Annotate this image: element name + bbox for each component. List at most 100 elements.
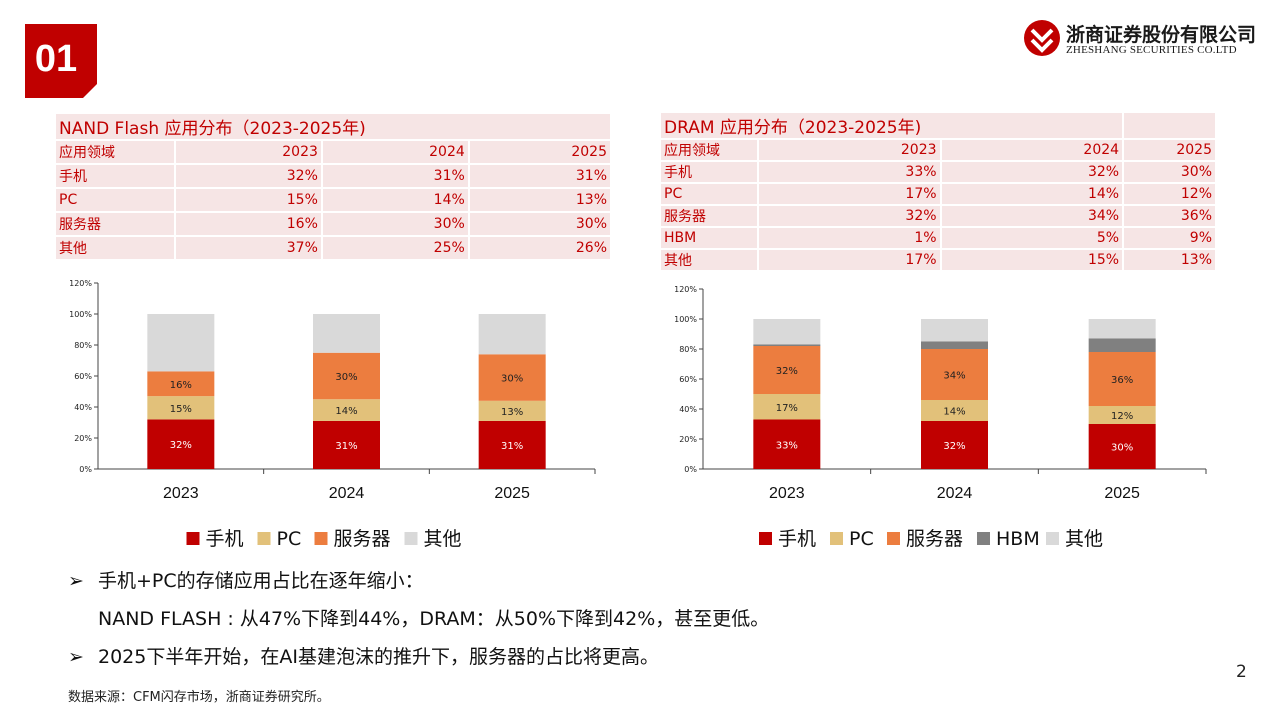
legend-label: 服务器 (906, 528, 963, 550)
table-header-cell: 应用领域 (661, 140, 759, 162)
data-source-note: 数据来源：CFM闪存市场，浙商证券研究所。 (68, 690, 330, 705)
nand-stacked-bar-chart: 0% 20% 40% 60% 80% 100% 120% 32% 15% 16% 2023 31% 14… (69, 279, 596, 550)
legend-swatch (257, 532, 271, 545)
table-cell: PC (661, 184, 759, 206)
table-cell: 36% (1124, 206, 1215, 228)
bullet-text: 2025下半年开始，在AI基建泡沫的推升下，服务器的占比将更高。 (98, 646, 659, 668)
bar-segment (1088, 424, 1156, 469)
legend-label: PC (277, 528, 302, 550)
nand-table-title: NAND Flash 应用分布（2023-2025年) (56, 114, 610, 141)
y-tick-label: 120% (674, 285, 697, 294)
bar-segment (1088, 406, 1156, 424)
bar-data-label: 33% (776, 440, 798, 451)
legend-label: PC (849, 528, 874, 550)
bar-segment (478, 354, 546, 401)
x-tick-label: 2023 (769, 485, 805, 502)
bar-segment (478, 420, 546, 469)
table-cell: HBM (661, 228, 759, 250)
table-cell: 32% (176, 165, 323, 189)
legend-label: 手机 (206, 528, 244, 550)
x-tick-label: 2025 (1104, 485, 1140, 502)
legend-swatch (759, 532, 772, 545)
bar-data-label: 16% (170, 380, 192, 391)
legend-label: 其他 (1065, 528, 1103, 550)
x-tick-label: 2024 (329, 485, 365, 502)
bar-segment (147, 314, 215, 372)
table-cell: 14% (941, 184, 1125, 206)
table-header-cell: 2023 (759, 140, 942, 162)
bar-data-label: 13% (501, 407, 523, 418)
bullet-item: ➢ 2025下半年开始，在AI基建泡沫的推升下，服务器的占比将更高。 (68, 642, 769, 680)
table-cell: 1% (759, 228, 942, 250)
bar-data-label: 31% (501, 441, 523, 452)
table-header-row: 应用领域 2023 2024 2025 (56, 141, 610, 165)
table-cell: 其他 (56, 237, 176, 261)
y-tick-label: 80% (74, 341, 92, 350)
y-tick-label: 100% (674, 315, 697, 324)
table-cell: 15% (941, 250, 1125, 272)
table-cell: 30% (469, 213, 610, 237)
table-cell: 31% (322, 165, 470, 189)
y-tick-label: 0% (79, 465, 92, 474)
company-logo: 浙商证券股份有限公司 ZHESHANG SECURITIES CO.LTD (1022, 18, 1256, 62)
y-tick-label: 80% (679, 345, 697, 354)
bar-data-label: 32% (776, 366, 798, 377)
summary-bullets: ➢ 手机+PC的存储应用占比在逐年缩小： NAND FLASH : 从47%下降到… (68, 566, 769, 680)
bar-segment (147, 396, 215, 420)
table-header-cell: 2024 (322, 141, 470, 165)
table-row: PC 15% 14% 13% (56, 189, 610, 213)
table-cell: 手机 (661, 162, 759, 184)
table-row: 其他 17% 15% 13% (661, 250, 1215, 272)
table-header-cell: 2023 (176, 141, 323, 165)
table-cell: 16% (176, 213, 323, 237)
bar-segment (753, 394, 821, 420)
legend-swatch (830, 532, 843, 545)
page-number: 2 (1236, 662, 1247, 682)
y-tick-label: 100% (69, 310, 92, 319)
table-row: 服务器 32% 34% 36% (661, 206, 1215, 228)
table-cell: 手机 (56, 165, 176, 189)
table-cell: PC (56, 189, 176, 213)
table-cell: 服务器 (661, 206, 759, 228)
bar-segment (478, 314, 546, 355)
bar-data-label: 32% (943, 441, 965, 452)
bar-data-label: 14% (943, 407, 965, 418)
y-tick-label: 60% (74, 372, 92, 381)
bullet-item: ➢ 手机+PC的存储应用占比在逐年缩小： (68, 566, 769, 604)
bar-segment (1088, 338, 1156, 352)
bar-data-label: 15% (170, 404, 192, 415)
bar-data-label: 14% (335, 406, 357, 417)
bar-segment (1088, 352, 1156, 406)
y-tick-label: 20% (679, 435, 697, 444)
bar-segment (921, 421, 988, 469)
table-row: 服务器 16% 30% 30% (56, 213, 610, 237)
table-header-cell: 应用领域 (56, 141, 176, 165)
table-row: 手机 32% 31% 31% (56, 165, 610, 189)
company-name-en: ZHESHANG SECURITIES CO.LTD (1066, 44, 1237, 56)
table-cell: 30% (1124, 162, 1215, 184)
y-tick-label: 120% (69, 279, 92, 288)
table-cell: 31% (469, 165, 610, 189)
bar-data-label: 12% (1111, 411, 1133, 422)
bar-segment (753, 319, 821, 345)
bar-data-label: 30% (335, 372, 357, 383)
table-cell: 37% (176, 237, 323, 261)
legend-swatch (404, 532, 418, 545)
bar-data-label: 31% (335, 441, 357, 452)
bar-segment (1088, 319, 1156, 339)
legend-swatch (314, 532, 328, 545)
bar-segment (753, 346, 821, 394)
bar-segment (921, 349, 988, 400)
legend-swatch (186, 532, 200, 545)
dram-table-title: DRAM 应用分布（2023-2025年) (661, 113, 1125, 140)
table-row: HBM 1% 5% 9% (661, 228, 1215, 250)
legend-swatch (1046, 532, 1059, 545)
bar-segment (753, 419, 821, 469)
table-cell: 34% (941, 206, 1125, 228)
legend-label: 服务器 (334, 528, 391, 550)
table-row: PC 17% 14% 12% (661, 184, 1215, 206)
legend-label: HBM (996, 528, 1040, 550)
dram-distribution-table: DRAM 应用分布（2023-2025年) 应用领域 2023 2024 202… (661, 113, 1215, 272)
y-tick-label: 0% (684, 465, 697, 474)
section-number: 01 (34, 37, 78, 80)
